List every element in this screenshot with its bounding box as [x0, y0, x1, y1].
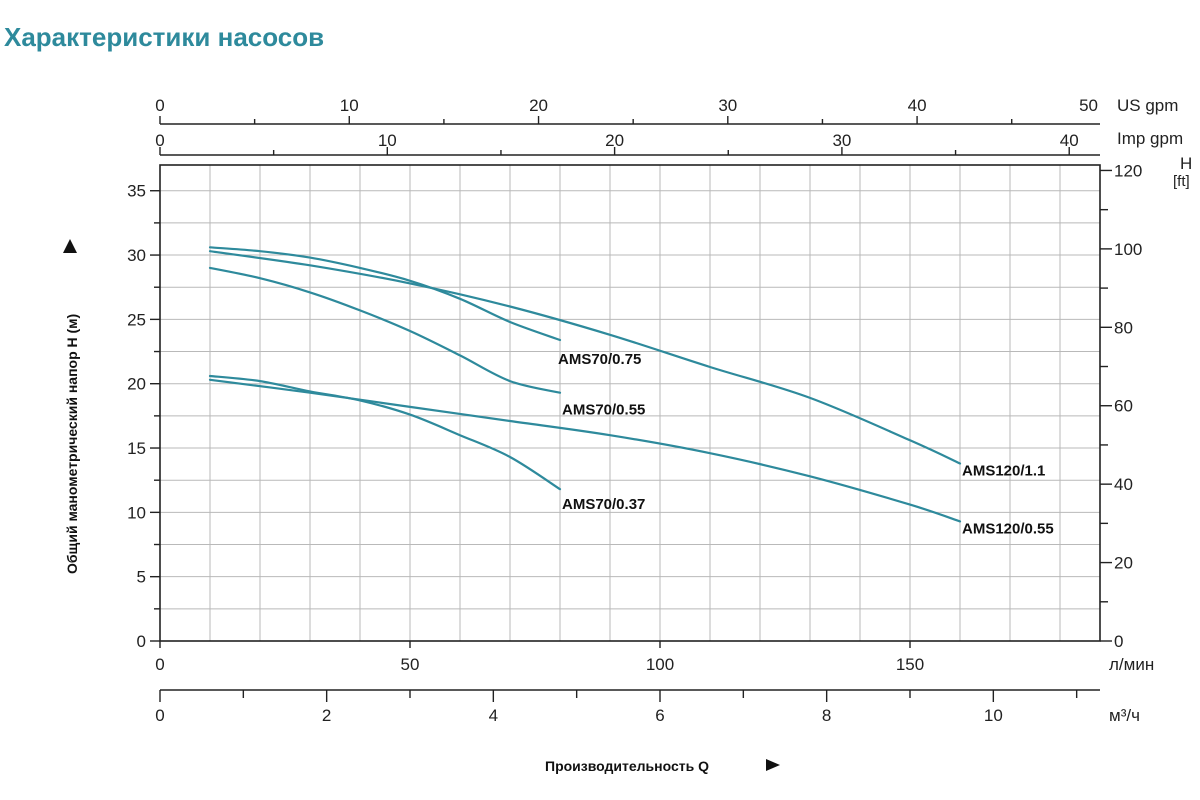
x-tick-label: 0	[155, 655, 164, 674]
chart-title: Характеристики насосов	[4, 22, 324, 52]
imp-gpm-tick-label: 10	[378, 131, 397, 150]
us-gpm-tick-label: 10	[340, 96, 359, 115]
series-label-ams120-1-1: AMS120/1.1	[962, 462, 1045, 479]
curve-ams70-0-55	[208, 266, 562, 394]
m3h-tick-label: 10	[984, 706, 1003, 725]
series-label-ams70-0-75: AMS70/0.75	[558, 351, 641, 368]
imp-gpm-tick-label: 40	[1060, 131, 1079, 150]
y-tick-label: 30	[127, 246, 146, 265]
us-gpm-tick-label: 30	[718, 96, 737, 115]
ft-tick-label: 20	[1114, 554, 1133, 573]
m3h-unit: м³/ч	[1109, 706, 1140, 725]
plot-frame	[159, 164, 1101, 642]
x-tick-label: 50	[401, 655, 420, 674]
curve-ams120-1-1	[208, 250, 962, 465]
y-axis-title: Общий манометрический напор H (м)	[64, 314, 80, 574]
ft-tick-label: 120	[1114, 161, 1142, 180]
right-axis-unit-h: H	[1180, 154, 1192, 173]
y-tick-label: 0	[137, 632, 146, 651]
us-gpm-tick-label: 40	[908, 96, 927, 115]
series-label-ams70-0-55: AMS70/0.55	[562, 402, 645, 419]
imp-gpm-tick-label: 0	[155, 131, 164, 150]
y-tick-label: 20	[127, 375, 146, 394]
x-tick-label: 150	[896, 655, 924, 674]
curve-ams120-0-55	[208, 378, 962, 523]
y-tick-label: 10	[127, 503, 146, 522]
ft-tick-label: 100	[1114, 240, 1142, 259]
series-label-ams70-0-37: AMS70/0.37	[562, 496, 645, 513]
m3h-tick-label: 2	[322, 706, 331, 725]
right-axis-unit-ft: [ft]	[1173, 173, 1190, 190]
ft-tick-label: 60	[1114, 397, 1133, 416]
ft-tick-label: 0	[1114, 632, 1123, 651]
imp-gpm-unit: Imp gpm	[1117, 129, 1183, 148]
y-tick-label: 15	[127, 439, 146, 458]
us-gpm-tick-label: 0	[155, 96, 164, 115]
lmin-unit: л/мин	[1109, 655, 1154, 674]
y-tick-label: 5	[137, 568, 146, 587]
m3h-tick-label: 6	[655, 706, 664, 725]
us-gpm-unit: US gpm	[1117, 96, 1178, 115]
m3h-tick-label: 0	[155, 706, 164, 725]
m3h-tick-label: 4	[489, 706, 498, 725]
imp-gpm-tick-label: 30	[832, 131, 851, 150]
grid	[160, 165, 1100, 641]
y-tick-label: 35	[127, 182, 146, 201]
us-gpm-tick-label: 20	[529, 96, 548, 115]
m3h-tick-label: 8	[822, 706, 831, 725]
series-label-ams120-0-55: AMS120/0.55	[962, 520, 1054, 537]
curve-ams70-0-37	[208, 374, 562, 491]
y-tick-label: 25	[127, 310, 146, 329]
x-axis-arrow-icon	[766, 759, 780, 771]
axes	[150, 116, 1112, 702]
x-axis-title: Производительность Q	[545, 758, 709, 774]
ft-tick-label: 40	[1114, 475, 1133, 494]
ft-tick-label: 80	[1114, 318, 1133, 337]
curves: AMS70/0.75 AMS70/0.55 AMS120/1.1 AMS70/0.37…	[208, 246, 1054, 537]
y-axis-arrow-icon	[63, 239, 77, 253]
x-tick-label: 100	[646, 655, 674, 674]
curve-ams70-0-75	[208, 246, 562, 342]
us-gpm-tick-label: 50	[1079, 96, 1098, 115]
imp-gpm-tick-label: 20	[605, 131, 624, 150]
